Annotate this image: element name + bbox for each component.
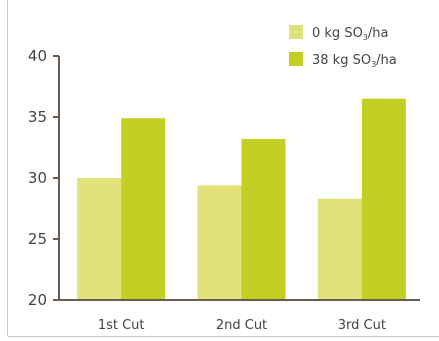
bar-series-1-3rd-cut (361, 98, 406, 300)
bar-series-1-1st-cut (121, 118, 166, 300)
bars-group (77, 98, 406, 300)
y-tick-label: 25 (28, 230, 47, 248)
legend-swatch-1 (289, 52, 303, 66)
x-tick-label: 1st Cut (98, 318, 145, 333)
legend-label-0: 0 kg SO3/ha (312, 26, 389, 42)
axes-group: 20 25 30 35 40 1st Cut 2nd Cut 3rd Cut (28, 47, 420, 333)
y-tick-label: 30 (28, 169, 47, 187)
y-tick-label: 40 (28, 47, 47, 65)
legend-label-1: 38 kg SO3/ha (312, 53, 397, 69)
legend: 0 kg SO3/ha 38 kg SO3/ha (289, 25, 397, 69)
legend-swatch-0 (289, 25, 303, 39)
x-tick-label: 2nd Cut (216, 318, 267, 333)
bar-series-0-1st-cut (77, 178, 122, 300)
bar-series-0-3rd-cut (317, 198, 362, 300)
bar-series-1-2nd-cut (241, 138, 286, 300)
y-tick-label: 35 (28, 108, 47, 126)
bar-series-0-2nd-cut (197, 185, 242, 300)
x-tick-label: 3rd Cut (338, 318, 386, 333)
y-tick-label: 20 (28, 291, 47, 309)
